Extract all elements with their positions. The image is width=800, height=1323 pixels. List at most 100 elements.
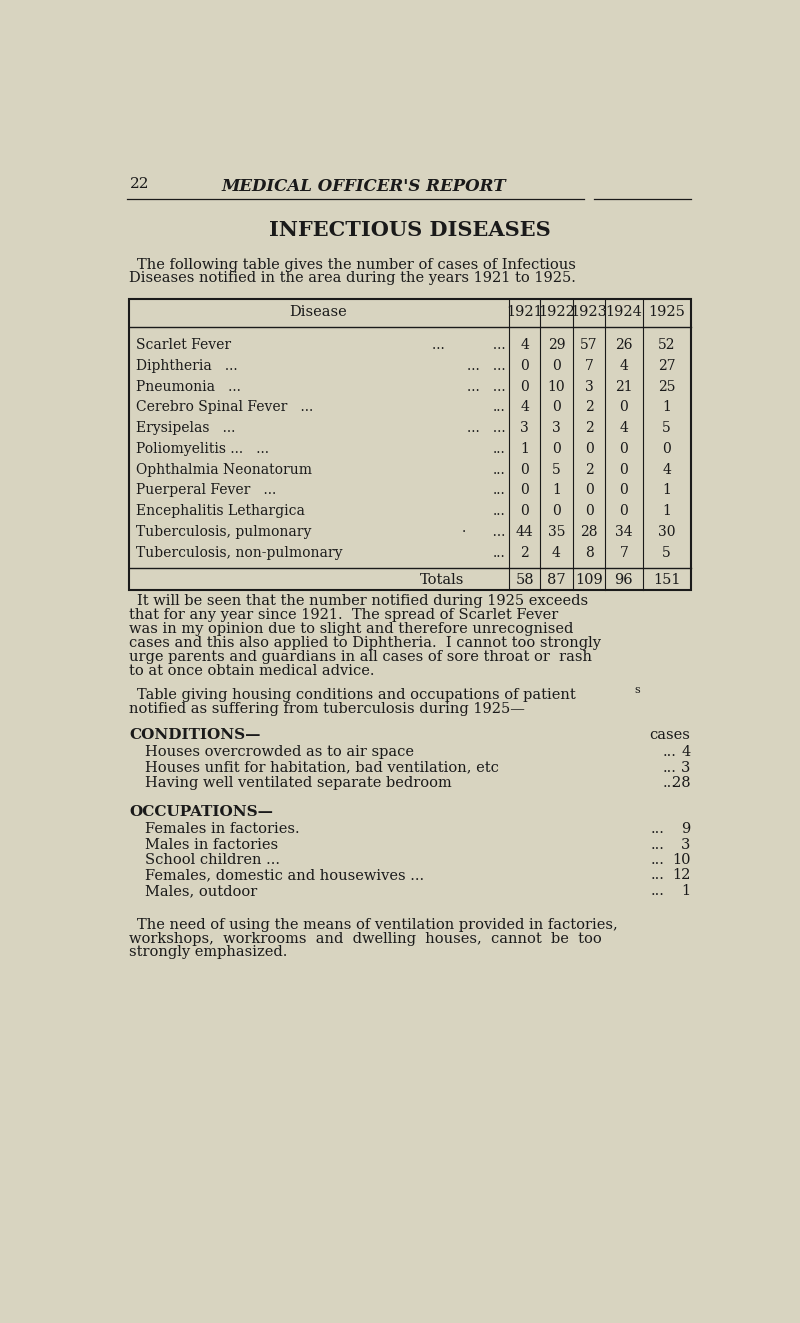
- Text: 0: 0: [552, 401, 561, 414]
- Text: 0: 0: [552, 504, 561, 519]
- Text: 1: 1: [662, 483, 671, 497]
- Text: 0: 0: [585, 504, 594, 519]
- Text: Having well ventilated separate bedroom: Having well ventilated separate bedroom: [145, 777, 452, 790]
- Text: Tuberculosis, non-pulmonary: Tuberculosis, non-pulmonary: [136, 546, 342, 560]
- Text: ...: ...: [651, 884, 665, 898]
- Text: 28: 28: [580, 525, 598, 538]
- Text: 4: 4: [520, 337, 529, 352]
- Text: 4: 4: [520, 401, 529, 414]
- Text: School children ...: School children ...: [145, 853, 280, 867]
- Text: 1: 1: [662, 504, 671, 519]
- Text: 52: 52: [658, 337, 675, 352]
- Text: Tuberculosis, pulmonary: Tuberculosis, pulmonary: [136, 525, 311, 538]
- Text: 3: 3: [585, 380, 594, 393]
- Text: 0: 0: [552, 442, 561, 456]
- Text: to at once obtain medical advice.: to at once obtain medical advice.: [130, 664, 375, 677]
- Text: ...: ...: [662, 777, 677, 790]
- Text: ...: ...: [651, 853, 665, 867]
- Text: The following table gives the number of cases of Infectious: The following table gives the number of …: [138, 258, 576, 271]
- Text: 27: 27: [658, 359, 675, 373]
- Text: notified as suffering from tuberculosis during 1925—: notified as suffering from tuberculosis …: [130, 703, 526, 716]
- Text: Cerebro Spinal Fever   ...: Cerebro Spinal Fever ...: [136, 401, 313, 414]
- Text: Diphtheria   ...: Diphtheria ...: [136, 359, 238, 373]
- Text: 2: 2: [585, 401, 594, 414]
- Text: Houses overcrowded as to air space: Houses overcrowded as to air space: [145, 745, 414, 759]
- Text: 109: 109: [575, 573, 603, 587]
- Text: 0: 0: [520, 359, 529, 373]
- Text: 87: 87: [547, 573, 566, 587]
- Text: Houses unfit for habitation, bad ventilation, etc: Houses unfit for habitation, bad ventila…: [145, 761, 499, 775]
- Text: ...: ...: [493, 483, 506, 497]
- Text: 29: 29: [548, 337, 566, 352]
- Text: The need of using the means of ventilation provided in factories,: The need of using the means of ventilati…: [138, 918, 618, 931]
- Text: 4: 4: [662, 463, 671, 476]
- Text: Males, outdoor: Males, outdoor: [145, 884, 258, 898]
- Text: 1: 1: [662, 401, 671, 414]
- Text: 0: 0: [619, 463, 628, 476]
- Text: 58: 58: [515, 573, 534, 587]
- Text: Females in factories.: Females in factories.: [145, 823, 299, 836]
- Text: 1922: 1922: [538, 304, 575, 319]
- Text: Encephalitis Lethargica: Encephalitis Lethargica: [136, 504, 305, 519]
- Text: 10: 10: [672, 853, 690, 867]
- Text: CONDITIONS—: CONDITIONS—: [130, 729, 261, 742]
- Text: 34: 34: [615, 525, 633, 538]
- Text: was in my opinion due to slight and therefore unrecognised: was in my opinion due to slight and ther…: [130, 622, 574, 636]
- Text: 9: 9: [682, 823, 690, 836]
- Text: 7: 7: [619, 546, 628, 560]
- Text: Totals: Totals: [420, 573, 464, 587]
- Text: 4: 4: [619, 359, 628, 373]
- Text: Poliomyelitis ...   ...: Poliomyelitis ... ...: [136, 442, 269, 456]
- Text: 0: 0: [520, 504, 529, 519]
- Text: Diseases notified in the area during the years 1921 to 1925.: Diseases notified in the area during the…: [130, 271, 576, 284]
- Text: 3: 3: [681, 761, 690, 775]
- Text: 0: 0: [552, 359, 561, 373]
- Text: 5: 5: [662, 546, 671, 560]
- Text: 10: 10: [548, 380, 566, 393]
- Text: Males in factories: Males in factories: [145, 837, 278, 852]
- Text: 2: 2: [585, 463, 594, 476]
- Bar: [130, 299, 690, 590]
- Text: INFECTIOUS DISEASES: INFECTIOUS DISEASES: [269, 220, 551, 239]
- Text: Pneumonia   ...: Pneumonia ...: [136, 380, 241, 393]
- Text: Females, domestic and housewives ...: Females, domestic and housewives ...: [145, 868, 424, 882]
- Text: 35: 35: [548, 525, 566, 538]
- Text: 1: 1: [552, 483, 561, 497]
- Text: ...   ...: ... ...: [466, 359, 506, 373]
- Text: ...           ...: ... ...: [432, 337, 506, 352]
- Text: 44: 44: [516, 525, 534, 538]
- Text: ...   ...: ... ...: [466, 421, 506, 435]
- Text: 28: 28: [672, 777, 690, 790]
- Text: 4: 4: [682, 745, 690, 759]
- Text: 57: 57: [580, 337, 598, 352]
- Text: ...: ...: [493, 401, 506, 414]
- Text: ...: ...: [493, 442, 506, 456]
- Text: OCCUPATIONS—: OCCUPATIONS—: [130, 806, 274, 819]
- Text: Disease: Disease: [290, 304, 347, 319]
- Text: 1925: 1925: [648, 304, 685, 319]
- Text: 0: 0: [520, 463, 529, 476]
- Text: 0: 0: [619, 504, 628, 519]
- Text: 22: 22: [130, 177, 149, 191]
- Text: 3: 3: [681, 837, 690, 852]
- Text: 5: 5: [552, 463, 561, 476]
- Text: 1923: 1923: [570, 304, 607, 319]
- Text: 0: 0: [520, 380, 529, 393]
- Text: ...: ...: [651, 823, 665, 836]
- Text: 21: 21: [615, 380, 633, 393]
- Text: 25: 25: [658, 380, 675, 393]
- Text: 0: 0: [619, 483, 628, 497]
- Text: ...: ...: [493, 463, 506, 476]
- Text: Ophthalmia Neonatorum: Ophthalmia Neonatorum: [136, 463, 312, 476]
- Text: 4: 4: [619, 421, 628, 435]
- Text: 5: 5: [662, 421, 671, 435]
- Text: 7: 7: [585, 359, 594, 373]
- Text: ·      ...: · ...: [462, 525, 506, 538]
- Text: 4: 4: [552, 546, 561, 560]
- Text: 26: 26: [615, 337, 633, 352]
- Text: Scarlet Fever: Scarlet Fever: [136, 337, 230, 352]
- Text: 3: 3: [520, 421, 529, 435]
- Text: 0: 0: [585, 483, 594, 497]
- Text: ...: ...: [662, 745, 677, 759]
- Text: ...: ...: [493, 504, 506, 519]
